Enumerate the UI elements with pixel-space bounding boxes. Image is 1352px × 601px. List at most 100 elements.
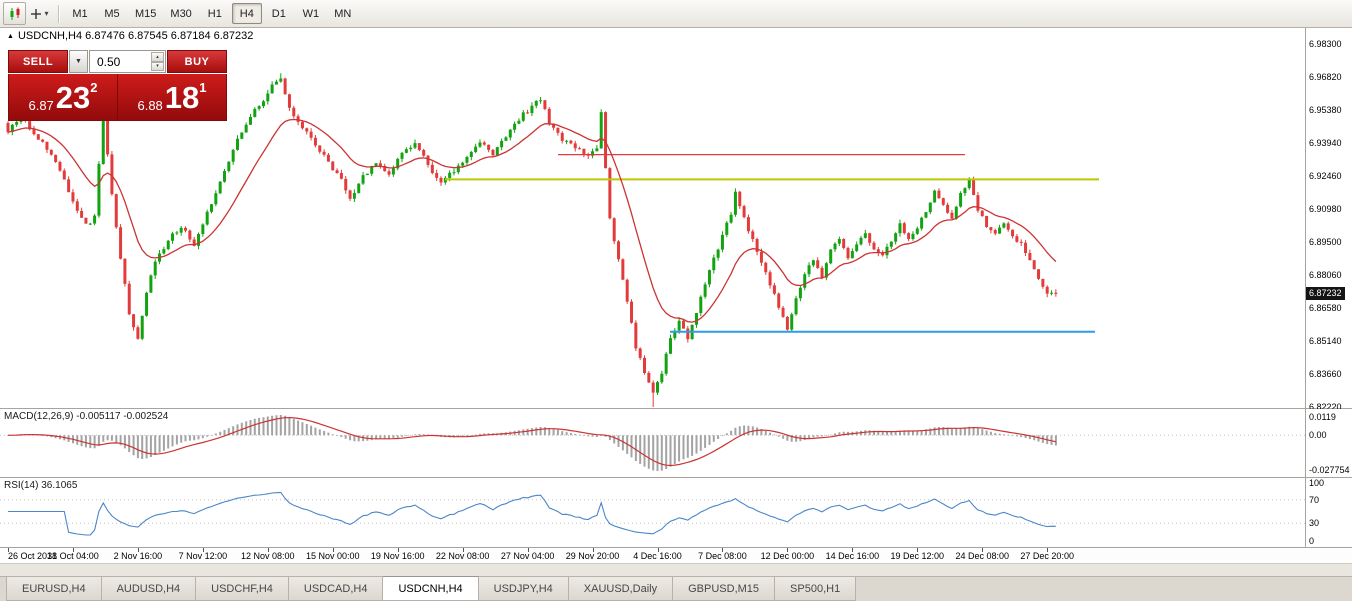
price-scale-label: 6.96820: [1309, 72, 1342, 82]
time-tick: [527, 548, 529, 552]
time-label: 4 Dec 16:00: [633, 551, 682, 561]
macd-scale-label: 0.0119: [1309, 412, 1336, 422]
time-label: 15 Nov 00:00: [305, 551, 360, 561]
price-scale-label: 6.89500: [1309, 237, 1342, 247]
macd-scale-label: 0.00: [1309, 430, 1327, 441]
macd-scale-label: -0.027754: [1309, 465, 1350, 475]
price-scale-label: 6.98300: [1309, 39, 1342, 49]
time-tick: [722, 548, 724, 552]
buy-button[interactable]: BUY: [167, 50, 227, 73]
time-tick: [982, 548, 984, 552]
time-label: 7 Dec 08:00: [698, 551, 747, 561]
price-scale-label: 6.90980: [1309, 204, 1342, 214]
timeframe-h1[interactable]: H1: [207, 7, 222, 20]
time-tick: [462, 548, 464, 552]
time-label: 2 Nov 16:00: [113, 551, 163, 561]
time-label: 24 Dec 08:00: [955, 551, 1010, 561]
timeframe-w1[interactable]: W1: [302, 7, 320, 20]
time-tick: [852, 548, 854, 552]
timeframe-m30[interactable]: M30: [170, 7, 192, 20]
time-tick: [787, 548, 789, 552]
price-scale-label: 6.95380: [1309, 105, 1342, 115]
caret-down-icon[interactable]: ▾: [44, 8, 49, 18]
price-scale-label: 6.85140: [1309, 336, 1342, 346]
buy-price-display[interactable]: 6.88 18 1: [118, 74, 226, 120]
time-label: 12 Dec 00:00: [760, 551, 815, 561]
chart-tabs-bar: EURUSD,H4 AUDUSD,H4 USDCHF,H4 USDCAD,H4 USDC…: [0, 576, 1352, 601]
price-scale-label: 6.93940: [1309, 138, 1342, 148]
volume-input[interactable]: [90, 53, 158, 70]
sell-price-display[interactable]: 6.87 23 2: [9, 74, 117, 120]
time-label: 31 Oct 04:00: [47, 551, 99, 561]
price-panel: 6.98300 6.96820 6.95380 6.93940 6.92460 6.909…: [0, 28, 1352, 412]
time-tick: [202, 548, 204, 552]
buy-price-pips: 18: [164, 79, 200, 115]
timeframe-buttons: M1 M5 M15 M30 H1 H4 D1 W1 MN: [64, 3, 359, 24]
tab-gbpusd-m15[interactable]: GBPUSD,M15: [673, 577, 776, 601]
chart-ohlc-text: USDCNH,H4 6.87476 6.87545 6.87184 6.8723…: [17, 30, 254, 42]
status-strip: [0, 563, 1352, 576]
macd-indicator-label: MACD(12,26,9) -0.005117 -0.002524: [4, 411, 169, 422]
price-scale-label: 6.82220: [1309, 402, 1342, 412]
price-scale-label: 6.88060: [1309, 270, 1342, 280]
tab-usdcnh-h4[interactable]: USDCNH,H4: [383, 576, 479, 601]
rsi-chart[interactable]: [0, 478, 1305, 547]
time-label: 22 Nov 08:00: [435, 551, 490, 561]
time-tick: [592, 548, 594, 552]
timeframe-m1[interactable]: M1: [72, 7, 88, 20]
tab-audusd-h4[interactable]: AUDUSD,H4: [101, 577, 197, 601]
macd-scale[interactable]: 0.0119 0.00 -0.027754: [1305, 409, 1352, 477]
time-label: 29 Nov 20:00: [565, 551, 620, 561]
time-tick: [8, 548, 9, 552]
price-divider: [117, 74, 118, 120]
price-scale-label: 6.83660: [1309, 369, 1342, 379]
macd-chart[interactable]: [0, 409, 1305, 477]
volume-spinner-up[interactable]: ▴: [151, 52, 164, 62]
time-label: 27 Nov 04:00: [500, 551, 555, 561]
crosshair-tool-button[interactable]: ▾: [28, 2, 51, 25]
volume-spinner-down[interactable]: ▾: [151, 61, 164, 71]
time-label: 27 Dec 20:00: [1020, 551, 1074, 561]
rsi-scale-label: 100: [1309, 478, 1325, 488]
rsi-scale-label: 70: [1309, 494, 1320, 505]
timeframe-mn[interactable]: MN: [334, 7, 352, 20]
volume-spinner: ▴ ▾: [151, 52, 164, 71]
time-tick: [657, 548, 659, 552]
timeframe-d1[interactable]: D1: [271, 7, 286, 20]
price-scale-label: 6.92460: [1309, 171, 1342, 181]
time-tick: [1047, 548, 1049, 552]
timeframe-h4[interactable]: H4: [231, 3, 262, 24]
time-label: 14 Dec 16:00: [825, 551, 880, 561]
volume-dropdown-button[interactable]: ▼: [69, 50, 88, 73]
buy-price-prefix: 6.88: [137, 98, 163, 113]
time-tick: [137, 548, 139, 552]
time-tick: [332, 548, 334, 552]
chart-type-button[interactable]: [3, 2, 26, 25]
time-axis[interactable]: 26 Oct 2018 31 Oct 04:00 2 Nov 16:00 7 Nov …: [0, 548, 1352, 563]
timeframe-m15[interactable]: M15: [135, 7, 157, 20]
time-tick: [267, 548, 269, 552]
one-click-trading-panel: SELL ▼ ▴ ▾ BUY 6.87 23 2: [8, 50, 227, 121]
rsi-panel: 100 70 30 0 RSI(14) 36.1065: [0, 478, 1352, 548]
tab-eurusd-h4[interactable]: EURUSD,H4: [6, 577, 102, 601]
sell-price-pips: 23: [55, 79, 91, 115]
tab-sp500-h1[interactable]: SP500,H1: [775, 577, 857, 601]
sell-price-point: 2: [90, 80, 98, 95]
sell-price-prefix: 6.87: [28, 98, 54, 113]
time-label: 12 Nov 08:00: [241, 551, 295, 561]
tab-usdjpy-h4[interactable]: USDJPY,H4: [478, 577, 569, 601]
macd-panel: 0.0119 0.00 -0.027754 MACD(12,26,9) -0.0…: [0, 409, 1352, 478]
sell-button[interactable]: SELL: [8, 50, 68, 73]
tab-usdchf-h4[interactable]: USDCHF,H4: [196, 577, 289, 601]
timeframe-m5[interactable]: M5: [104, 7, 120, 20]
time-tick: [72, 548, 74, 552]
buy-price-point: 1: [199, 80, 207, 95]
tab-xauusd-daily[interactable]: XAUUSD,Daily: [568, 577, 674, 601]
time-tick: [917, 548, 919, 552]
time-label: 19 Dec 12:00: [890, 551, 945, 561]
chart-shift-marker-icon: ▲: [7, 32, 14, 40]
price-scale[interactable]: 6.98300 6.96820 6.95380 6.93940 6.92460 6.909…: [1305, 28, 1352, 412]
rsi-scale[interactable]: 100 70 30 0: [1305, 478, 1352, 547]
tab-usdcad-h4[interactable]: USDCAD,H4: [288, 577, 384, 601]
